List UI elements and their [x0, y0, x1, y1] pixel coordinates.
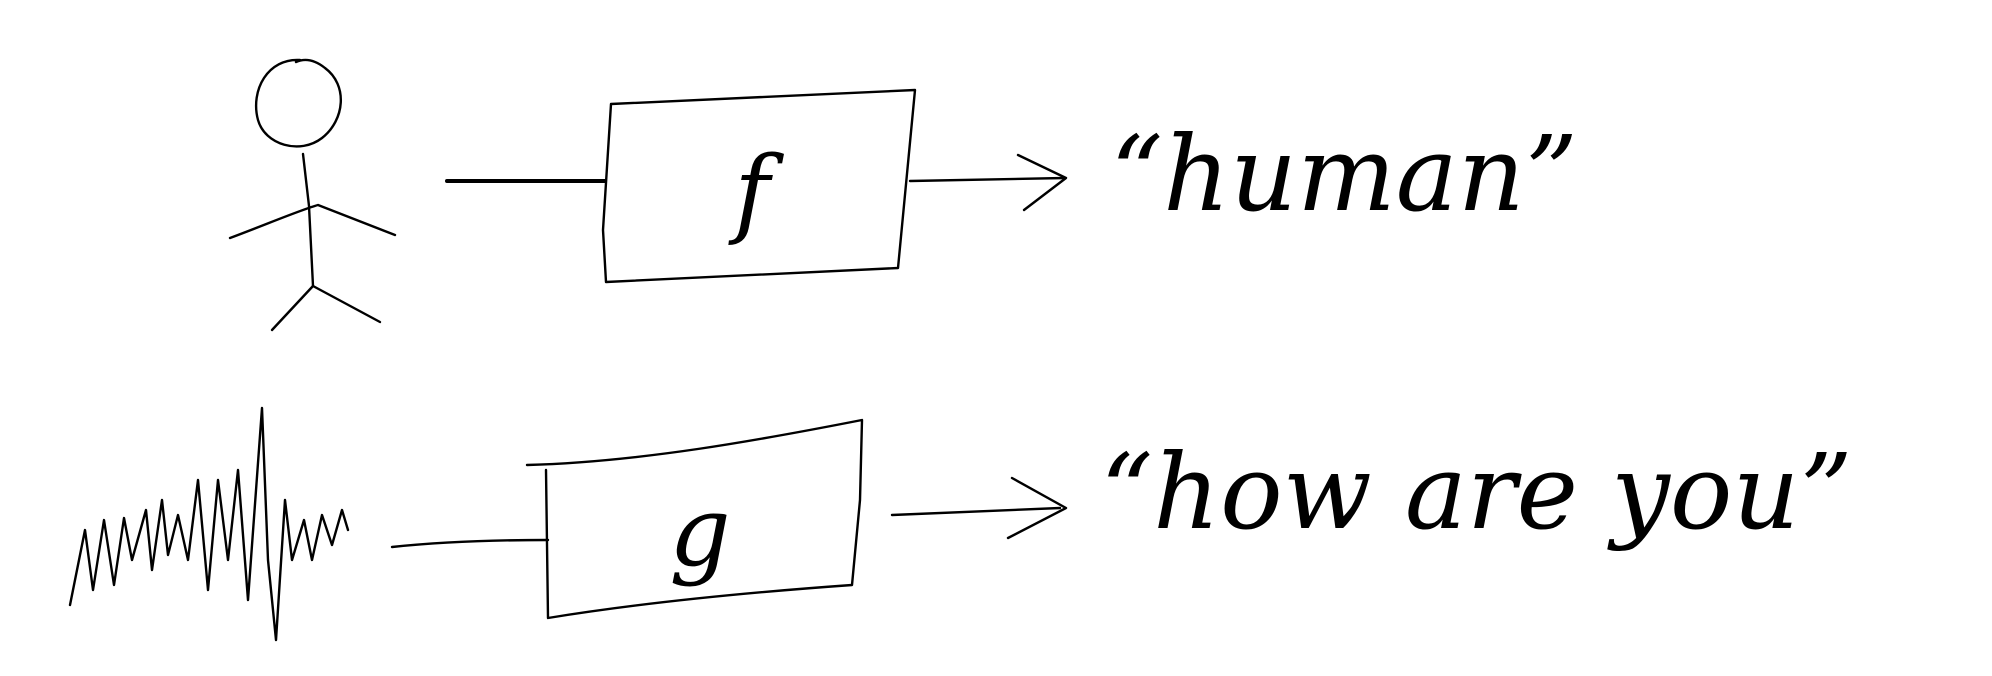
stick-figure-icon: [228, 58, 397, 332]
waveform-icon: [68, 406, 350, 642]
function-label-g: g: [669, 476, 730, 588]
row-1: f “human”: [228, 58, 1578, 332]
output-text-1: “human”: [1110, 113, 1578, 235]
output-text-2: “how are you”: [1100, 431, 1853, 553]
row-2: g “how are you”: [68, 406, 1853, 642]
function-box-g: [525, 418, 864, 620]
output-arrow-2: [890, 476, 1068, 540]
function-label-f: f: [728, 136, 784, 248]
output-arrow-1: [908, 153, 1068, 212]
input-line-2: [390, 538, 550, 549]
function-box-f: [601, 88, 917, 284]
